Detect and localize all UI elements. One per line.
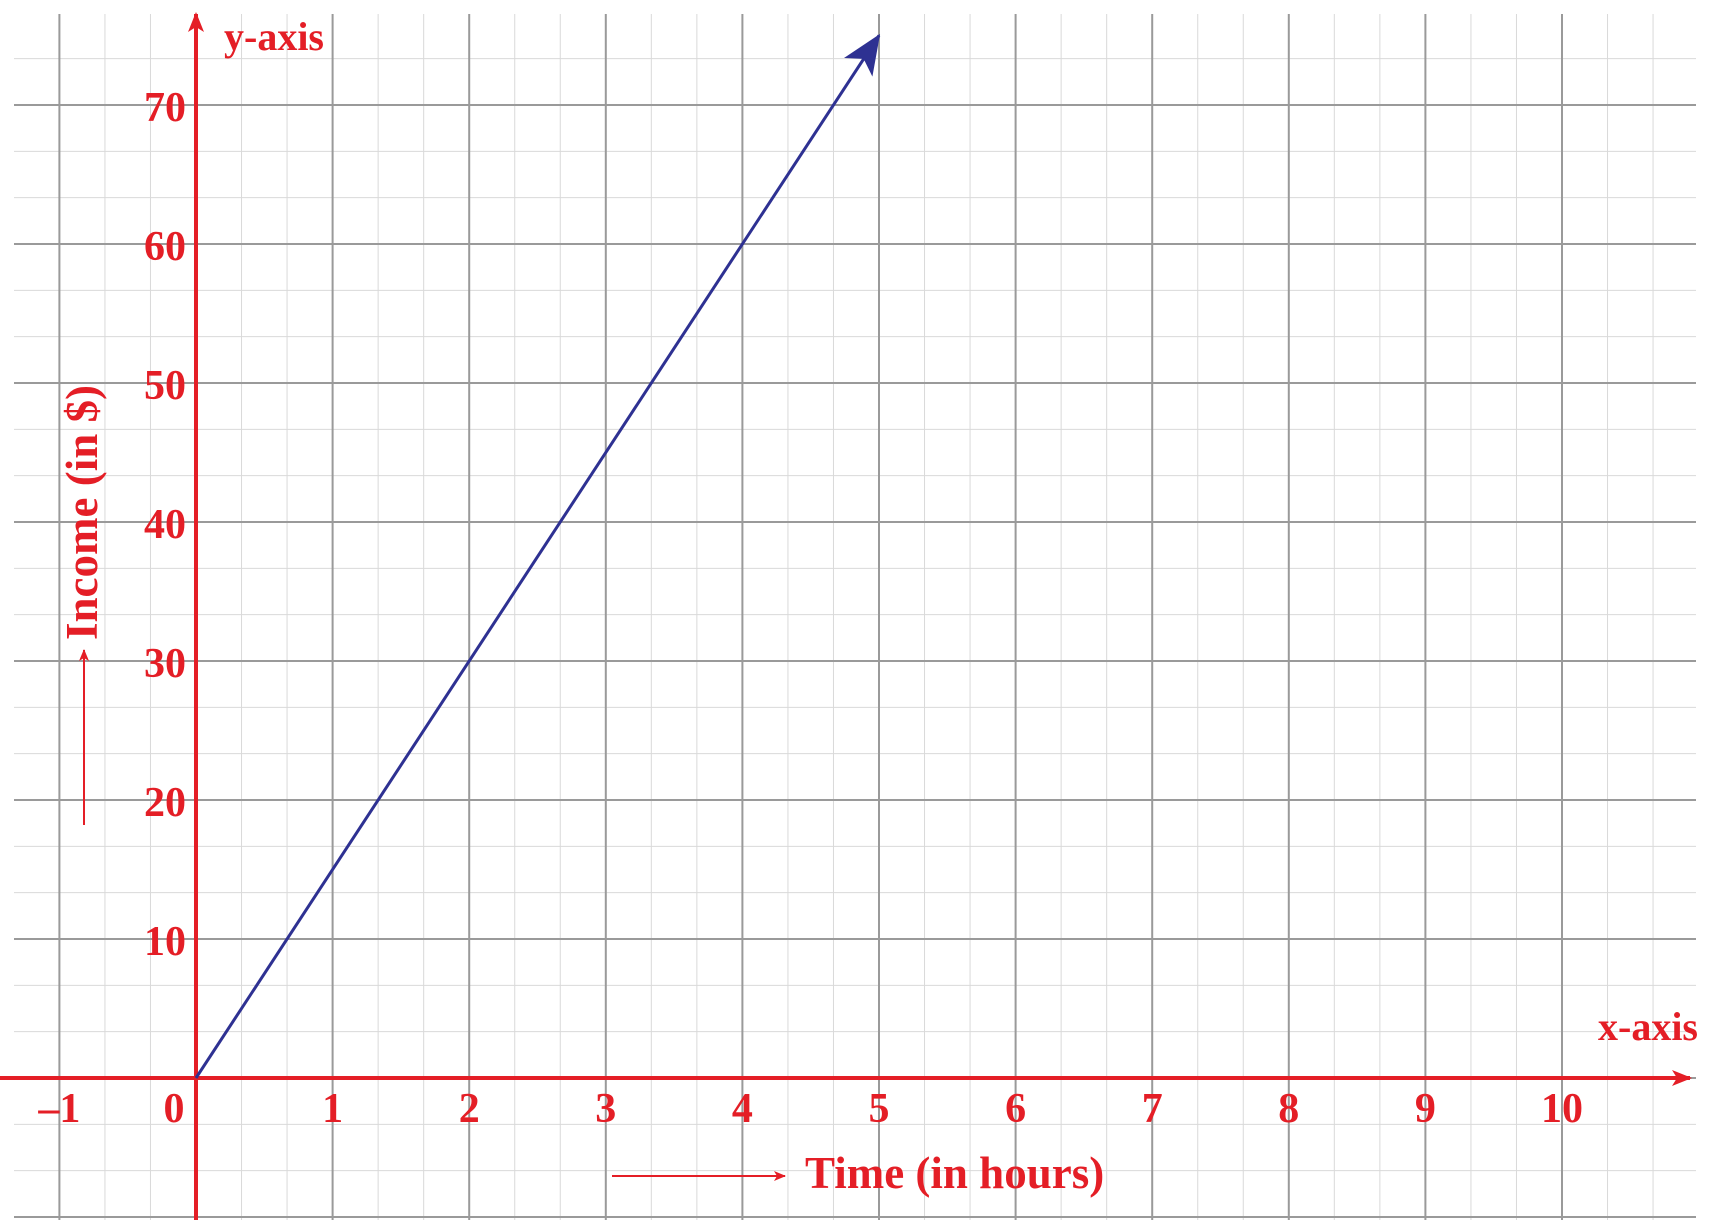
x-tick-label: 1: [322, 1086, 343, 1132]
y-tick-label: 50: [144, 363, 186, 409]
series-group: [194, 33, 881, 1079]
x-tick-label: 5: [869, 1086, 890, 1132]
x-tick-label: 2: [459, 1086, 480, 1132]
y-tick-label: 20: [144, 780, 186, 826]
x-tick-label: 10: [1541, 1086, 1583, 1132]
x-axis-name: x-axis: [1598, 1004, 1698, 1049]
x-tick-label: –1: [37, 1086, 80, 1132]
x-tick-label: 9: [1415, 1086, 1436, 1132]
y-tick-label: 30: [144, 641, 186, 687]
x-tick-label: 4: [732, 1086, 753, 1132]
x-tick-label: 0: [164, 1086, 185, 1132]
y-tick-label: 60: [144, 224, 186, 270]
y-tick-labels: 10 20 30 40 50 60 70: [144, 85, 186, 965]
x-tick-label: 3: [595, 1086, 616, 1132]
y-tick-label: 10: [144, 919, 186, 965]
x-tick-label: 6: [1005, 1086, 1026, 1132]
x-tick-labels: –1 0 1 2 3 4 5 6 7 8 9 10: [37, 1086, 1583, 1132]
series-line: [194, 33, 881, 1079]
y-tick-label: 40: [144, 502, 186, 548]
y-axis-title: Income (in $): [57, 385, 107, 640]
minor-gridlines: [14, 14, 1696, 1220]
x-tick-label: 8: [1278, 1086, 1299, 1132]
y-axis-name: y-axis: [224, 14, 324, 59]
y-tick-label: 70: [144, 85, 186, 131]
x-tick-label: 7: [1142, 1086, 1163, 1132]
major-gridlines: [14, 14, 1696, 1220]
x-axis-title: Time (in hours): [805, 1148, 1104, 1198]
